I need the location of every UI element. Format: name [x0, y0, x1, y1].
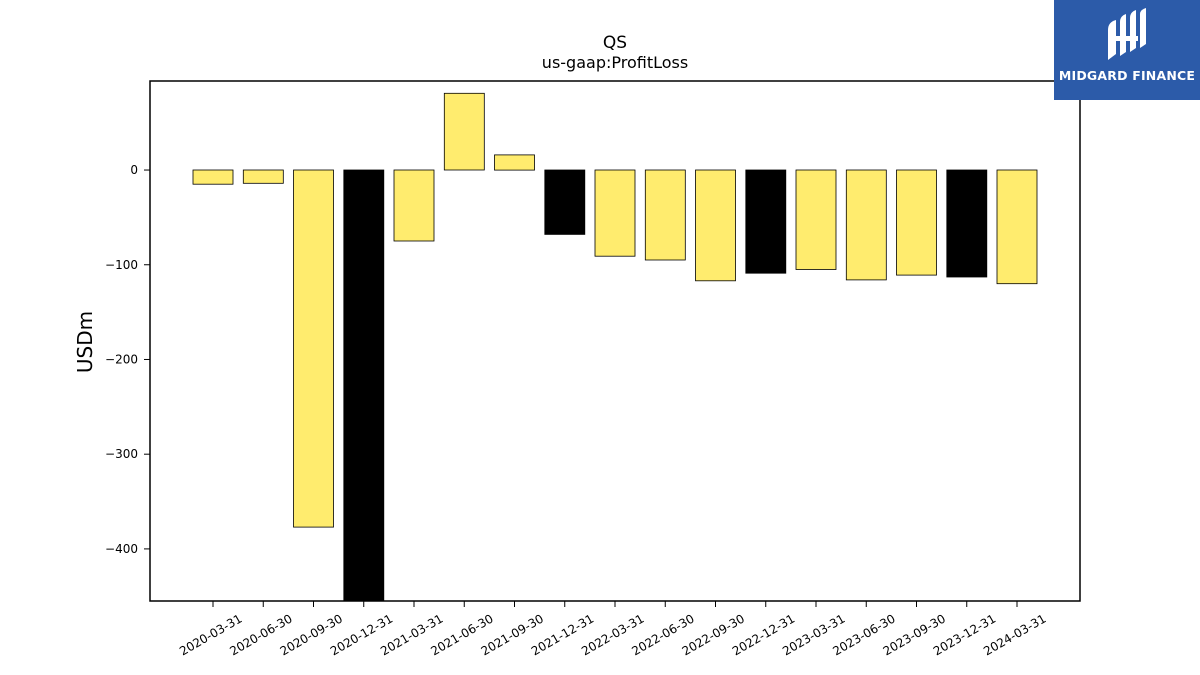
bars-group [192, 92, 1038, 602]
logo-text: MIDGARD FINANCE [1058, 68, 1196, 83]
y-tick-label: −200 [105, 352, 138, 366]
y-ticks-group: 0 −100 −200 −300 −400 [105, 163, 150, 556]
plot-frame [149, 80, 1081, 602]
bar-2023-09-30 [896, 169, 937, 276]
bar-2022-12-31 [745, 169, 787, 274]
bar-2023-03-31 [795, 169, 837, 270]
bar-2021-03-31 [393, 169, 435, 242]
bar-2022-06-30 [644, 169, 686, 261]
chart-title: QS [603, 33, 627, 53]
bar-2021-09-30 [494, 154, 535, 171]
y-tick-label: −100 [105, 258, 138, 272]
midgard-finance-logo: MIDGARD FINANCE [1054, 0, 1200, 100]
y-tick-label: −400 [105, 542, 138, 556]
bar-2023-06-30 [845, 169, 887, 281]
bar-2021-12-31 [544, 169, 586, 235]
bar-2021-06-30 [443, 92, 485, 171]
bar-2020-09-30 [293, 169, 334, 528]
bar-2020-06-30 [242, 169, 284, 184]
bar-2022-09-30 [695, 169, 736, 282]
x-ticks-group: 2020-03-312020-06-302020-09-302020-12-31… [177, 601, 1049, 658]
bar-2020-12-31 [343, 169, 385, 602]
chart-subtitle: us-gaap:ProfitLoss [542, 53, 688, 72]
bar-2022-03-31 [594, 169, 636, 257]
y-tick-label: 0 [130, 163, 138, 177]
y-axis-label: USDm [73, 311, 97, 373]
bar-2024-03-31 [996, 169, 1038, 285]
y-tick-label: −300 [105, 447, 138, 461]
bar-2023-12-31 [946, 169, 988, 278]
bar-2020-03-31 [192, 169, 234, 185]
midgard-logo-icon [1108, 8, 1146, 60]
